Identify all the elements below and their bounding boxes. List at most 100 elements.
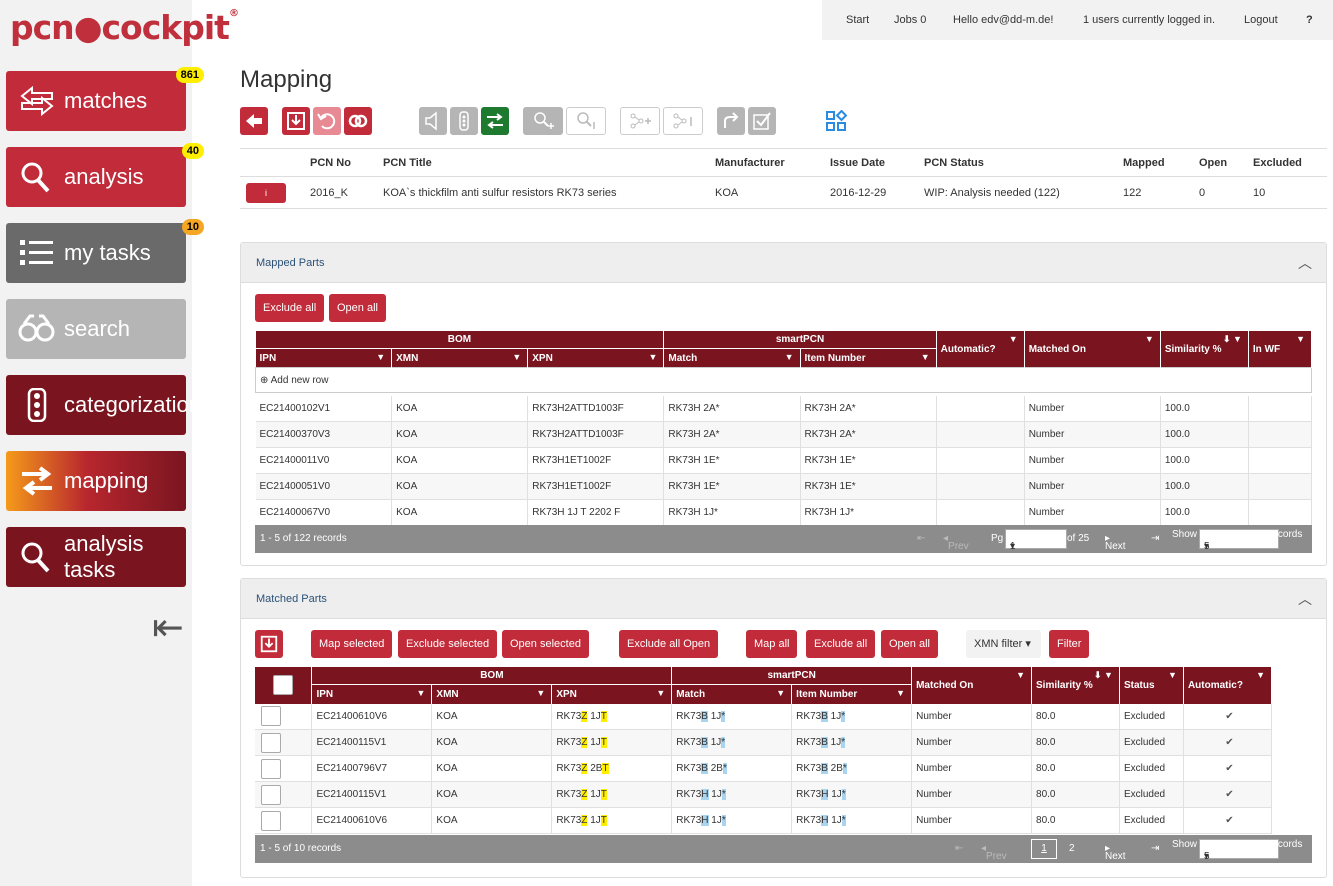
- prev-page-button[interactable]: ◂ Prev: [943, 533, 969, 552]
- col-xmn[interactable]: XMN ▼: [431, 684, 553, 704]
- table-row[interactable]: EC21400370V3 KOA RK73H2ATTD1003F RK73H 2A* R…: [255, 421, 1313, 448]
- col-xpn[interactable]: XPN ▼: [527, 348, 665, 368]
- back-button[interactable]: [240, 107, 268, 135]
- col-match[interactable]: Match ▼: [671, 684, 793, 704]
- xmn-filter-dropdown[interactable]: XMN filter ▾: [966, 630, 1041, 658]
- col-xpn[interactable]: XPN ▼: [551, 684, 673, 704]
- export-button[interactable]: [255, 630, 283, 658]
- user-greeting[interactable]: Hello edv@dd-m.de!: [953, 14, 1054, 26]
- col-item-number[interactable]: Item Number ▼: [791, 684, 913, 704]
- table-row[interactable]: EC21400051V0 KOA RK73H1ET1002F RK73H 1E* RK7…: [255, 473, 1313, 500]
- page-2-button[interactable]: 2: [1069, 843, 1075, 854]
- mapped-parts-header[interactable]: Mapped Parts ︿: [241, 243, 1326, 283]
- next-page-button[interactable]: Next ▸: [1105, 843, 1126, 862]
- page-input[interactable]: 1 ▾: [1005, 529, 1067, 552]
- last-page-icon[interactable]: ⇥: [1151, 533, 1160, 544]
- col-similarity[interactable]: Similarity % ⬇ ▼: [1160, 330, 1249, 368]
- col-similarity[interactable]: Similarity % ⬇ ▼: [1031, 666, 1120, 704]
- filter-icon[interactable]: ▼: [896, 688, 906, 698]
- exclude-all-open-button[interactable]: Exclude all Open: [619, 630, 719, 658]
- link-button[interactable]: [344, 107, 372, 135]
- col-automatic[interactable]: Automatic? ▼: [936, 330, 1025, 368]
- sort-filter-icon[interactable]: ⬇ ▼: [1094, 670, 1113, 680]
- matched-parts-header[interactable]: Matched Parts ︿: [241, 579, 1326, 619]
- chevron-up-icon[interactable]: ︿: [1298, 591, 1312, 607]
- filter-icon[interactable]: ▼: [1016, 670, 1026, 680]
- table-row[interactable]: EC21400067V0 KOA RK73H 1J T 2202 F RK73H 1J…: [255, 499, 1313, 526]
- next-page-button[interactable]: Next ▸: [1105, 533, 1126, 552]
- zoom-add-button[interactable]: [523, 107, 563, 135]
- filter-icon[interactable]: ▼: [920, 352, 930, 362]
- col-matched-on[interactable]: Matched On ▼: [911, 666, 1033, 704]
- nav-search[interactable]: search: [6, 299, 186, 359]
- zoom-info-button[interactable]: [566, 107, 606, 135]
- last-page-icon[interactable]: ⇥: [1151, 843, 1160, 854]
- row-checkbox[interactable]: [261, 784, 281, 805]
- collapse-sidebar-icon[interactable]: ⇤: [152, 607, 184, 649]
- col-automatic[interactable]: Automatic? ▼: [1183, 666, 1273, 704]
- prev-page-button[interactable]: ◂ Prev: [981, 843, 1007, 862]
- map-all-button[interactable]: Map all: [746, 630, 798, 658]
- app-logo[interactable]: pcn●cockpit®: [10, 8, 239, 47]
- row-checkbox[interactable]: [261, 810, 281, 831]
- table-row[interactable]: EC21400115V1 KOA RK73Z 1JT RK73B 1J* RK73B 1…: [255, 729, 1273, 756]
- network-info-button[interactable]: [663, 107, 703, 135]
- col-ipn[interactable]: IPN ▼: [255, 348, 393, 368]
- col-matched-on[interactable]: Matched On ▼: [1024, 330, 1161, 368]
- filter-icon[interactable]: ▼: [512, 352, 522, 362]
- page-size-select[interactable]: 5 ▾: [1199, 529, 1279, 552]
- network-add-button[interactable]: [620, 107, 660, 135]
- logout-link[interactable]: Logout: [1244, 14, 1278, 26]
- table-row[interactable]: EC21400796V7 KOA RK73Z 2BT RK73B 2B* RK73B 2…: [255, 755, 1273, 782]
- open-selected-button[interactable]: Open selected: [502, 630, 589, 658]
- open-all-button[interactable]: Open all: [329, 294, 386, 322]
- filter-icon[interactable]: ▼: [656, 688, 666, 698]
- col-item-number[interactable]: Item Number ▼: [800, 348, 937, 368]
- table-row[interactable]: EC21400610V6 KOA RK73Z 1JT RK73H 1J* RK73H 1…: [255, 807, 1273, 834]
- filter-icon[interactable]: ▼: [1144, 334, 1154, 344]
- approve-button[interactable]: [748, 107, 776, 135]
- undo-button[interactable]: [313, 107, 341, 135]
- filter-icon[interactable]: ▼: [376, 352, 386, 362]
- add-new-row[interactable]: ⊕ Add new row: [255, 367, 1312, 393]
- nav-analysis[interactable]: analysis 40: [6, 143, 204, 207]
- exclude-all-button[interactable]: Exclude all: [806, 630, 876, 658]
- filter-icon[interactable]: ▼: [1168, 670, 1177, 680]
- filter-icon[interactable]: ▼: [648, 352, 658, 362]
- filter-icon[interactable]: ▼: [536, 688, 546, 698]
- filter-icon[interactable]: ▼: [776, 688, 786, 698]
- col-in-wf[interactable]: In WF ▼: [1248, 330, 1313, 368]
- row-checkbox[interactable]: [261, 706, 281, 727]
- dashboard-button[interactable]: [822, 107, 850, 135]
- jobs-link[interactable]: Jobs 0: [894, 14, 927, 26]
- nav-categorization[interactable]: categorization: [6, 375, 201, 435]
- mapping-button[interactable]: [481, 107, 509, 135]
- forward-button[interactable]: [717, 107, 745, 135]
- row-checkbox[interactable]: [261, 732, 281, 753]
- col-xmn[interactable]: XMN ▼: [391, 348, 529, 368]
- nav-mapping[interactable]: mapping: [6, 451, 186, 511]
- nav-matches[interactable]: matches 861: [6, 67, 204, 131]
- filter-icon[interactable]: ▼: [784, 352, 794, 362]
- map-selected-button[interactable]: Map selected: [311, 630, 393, 658]
- chevron-up-icon[interactable]: ︿: [1298, 255, 1312, 271]
- open-all-button[interactable]: Open all: [881, 630, 938, 658]
- nav-analysis-tasks[interactable]: analysis tasks: [6, 527, 186, 587]
- row-checkbox[interactable]: [261, 758, 281, 779]
- nav-my-tasks[interactable]: my tasks 10: [6, 219, 204, 283]
- col-status[interactable]: Status ▼: [1119, 666, 1184, 704]
- table-row[interactable]: EC21400115V1 KOA RK73Z 1JT RK73H 1J* RK73H 1…: [255, 781, 1273, 808]
- start-link[interactable]: Start: [846, 14, 870, 26]
- col-match[interactable]: Match ▼: [663, 348, 801, 368]
- table-row[interactable]: EC21400102V1 KOA RK73H2ATTD1003F RK73H 2A* R…: [255, 395, 1313, 422]
- sort-filter-icon[interactable]: ⬇ ▼: [1222, 334, 1242, 344]
- page-1-button[interactable]: 1: [1031, 839, 1057, 859]
- filter-icon[interactable]: ▼: [416, 688, 426, 698]
- filter-button[interactable]: Filter: [1049, 630, 1090, 658]
- save-button[interactable]: [282, 107, 310, 135]
- col-ipn[interactable]: IPN ▼: [311, 684, 433, 704]
- first-page-icon[interactable]: ⇤: [917, 533, 926, 544]
- table-row[interactable]: EC21400011V0 KOA RK73H1ET1002F RK73H 1E* RK7…: [255, 447, 1313, 474]
- filter-icon[interactable]: ▼: [1256, 670, 1265, 680]
- filter-icon[interactable]: ▼: [1008, 334, 1018, 344]
